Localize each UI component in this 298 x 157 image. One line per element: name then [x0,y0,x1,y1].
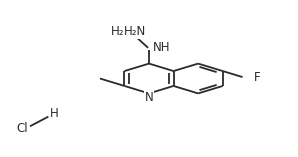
Text: NH: NH [153,41,170,54]
Text: N: N [145,91,153,104]
Text: H₂N: H₂N [111,25,133,38]
Text: F: F [253,71,260,84]
Text: H: H [50,107,59,120]
Text: Cl: Cl [16,122,28,135]
Text: H₂N: H₂N [124,25,146,38]
